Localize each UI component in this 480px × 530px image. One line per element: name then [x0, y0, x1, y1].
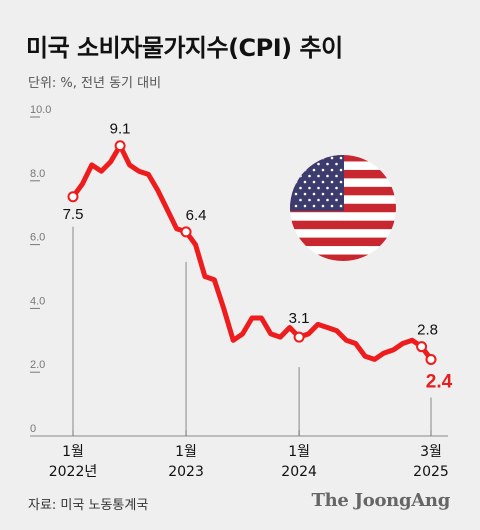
- y-tick-label: 0: [30, 423, 36, 435]
- x-tick-month: 1월: [62, 444, 84, 460]
- annotation-droplines: [72, 226, 432, 436]
- flag-star: [335, 174, 338, 178]
- flag-star: [321, 204, 325, 208]
- flag-star: [339, 204, 343, 208]
- flag-star: [312, 180, 316, 184]
- flag-star: [299, 186, 302, 190]
- source-note: 자료: 미국 노동통계국: [28, 498, 149, 513]
- flag-star: [294, 168, 298, 172]
- y-tick-label: 2.0: [30, 359, 45, 371]
- flag-star: [299, 198, 302, 202]
- annotation-label: 2.8: [417, 322, 438, 339]
- flag-star: [326, 198, 329, 202]
- flag-star: [326, 162, 329, 166]
- annotation-marker: [425, 353, 437, 365]
- x-axis-labels: 1월 2022년 1월 2023 1월 2024 3월 2025: [49, 444, 449, 480]
- flag-star: [299, 174, 302, 178]
- flag-stripe: [290, 237, 396, 247]
- flag-star: [312, 156, 316, 160]
- y-tick-label: 10.0: [30, 104, 51, 116]
- flag-star: [308, 174, 311, 178]
- flag-star: [303, 204, 307, 208]
- x-tick-year: 2023: [168, 464, 204, 480]
- flag-star: [317, 186, 320, 190]
- flag-star: [330, 180, 334, 184]
- flag-star: [330, 192, 334, 196]
- annotation-marker: [293, 331, 305, 343]
- flag-star: [330, 204, 334, 208]
- flag-star: [335, 186, 338, 190]
- flag-star: [321, 168, 325, 172]
- flag-star: [299, 162, 302, 166]
- flag-star: [317, 162, 320, 166]
- flag-star: [330, 168, 334, 172]
- y-axis-ticks: 0 2.0 4.0 6.0 8.0 10.0: [30, 104, 51, 437]
- annotation-labels: 7.5 9.1 6.4 3.1 2.8 2.4: [63, 121, 453, 393]
- flag-stripe: [290, 254, 396, 261]
- flag-star: [303, 192, 307, 196]
- annotation-markers: [67, 140, 437, 365]
- x-axis-ticks: [72, 430, 432, 436]
- unit-note: 단위: %, 전년 동기 대비: [28, 76, 162, 91]
- flag-star: [339, 180, 343, 184]
- flag-star: [335, 162, 338, 166]
- flag-star: [294, 192, 298, 196]
- annotation-label: 2.4: [426, 371, 453, 392]
- flag-star: [335, 198, 338, 202]
- cpi-series-line: [70, 143, 434, 362]
- y-tick-label: 6.0: [30, 232, 45, 244]
- chart-title: 미국 소비자물가지수(CPI) 추이: [26, 34, 343, 62]
- annotation-marker: [416, 341, 428, 353]
- flag-star: [321, 156, 325, 160]
- flag-star: [312, 192, 316, 196]
- x-tick-year: 2025: [413, 464, 449, 480]
- annotation-label: 3.1: [289, 310, 310, 327]
- flag-star: [317, 198, 320, 202]
- flag-star: [308, 198, 311, 202]
- x-tick-month: 1월: [288, 444, 310, 460]
- flag-star: [303, 180, 307, 184]
- flag-star: [317, 174, 320, 178]
- annotation-marker: [180, 226, 192, 238]
- flag-star: [303, 168, 307, 172]
- flag-star: [308, 186, 311, 190]
- annotation-label: 7.5: [63, 206, 84, 223]
- flag-stripe: [290, 220, 396, 230]
- flag-star: [312, 204, 316, 208]
- flag-star: [321, 180, 325, 184]
- annotation-label: 9.1: [110, 121, 131, 138]
- flag-star: [321, 192, 325, 196]
- flag-star: [308, 162, 311, 166]
- y-tick-label: 8.0: [30, 168, 45, 180]
- annotation-marker: [114, 140, 126, 152]
- flag-star: [294, 156, 298, 160]
- flag-star: [339, 168, 343, 172]
- flag-star: [330, 156, 334, 160]
- x-tick-year: 2022년: [49, 464, 98, 480]
- flag-star: [339, 156, 343, 160]
- brand-logo: The JoongAng: [311, 490, 451, 511]
- x-tick-month: 3월: [420, 444, 442, 460]
- annotation-marker: [67, 191, 79, 203]
- x-tick-month: 1월: [175, 444, 197, 460]
- flag-star: [294, 180, 298, 184]
- x-tick-year: 2024: [281, 464, 317, 480]
- y-tick-label: 4.0: [30, 295, 45, 307]
- flag-star: [339, 192, 343, 196]
- flag-star: [294, 204, 298, 208]
- flag-star: [312, 168, 316, 172]
- flag-star: [326, 186, 329, 190]
- flag-star: [303, 156, 307, 160]
- flag-star: [326, 174, 329, 178]
- annotation-label: 6.4: [186, 207, 207, 224]
- us-flag-icon: [290, 155, 396, 261]
